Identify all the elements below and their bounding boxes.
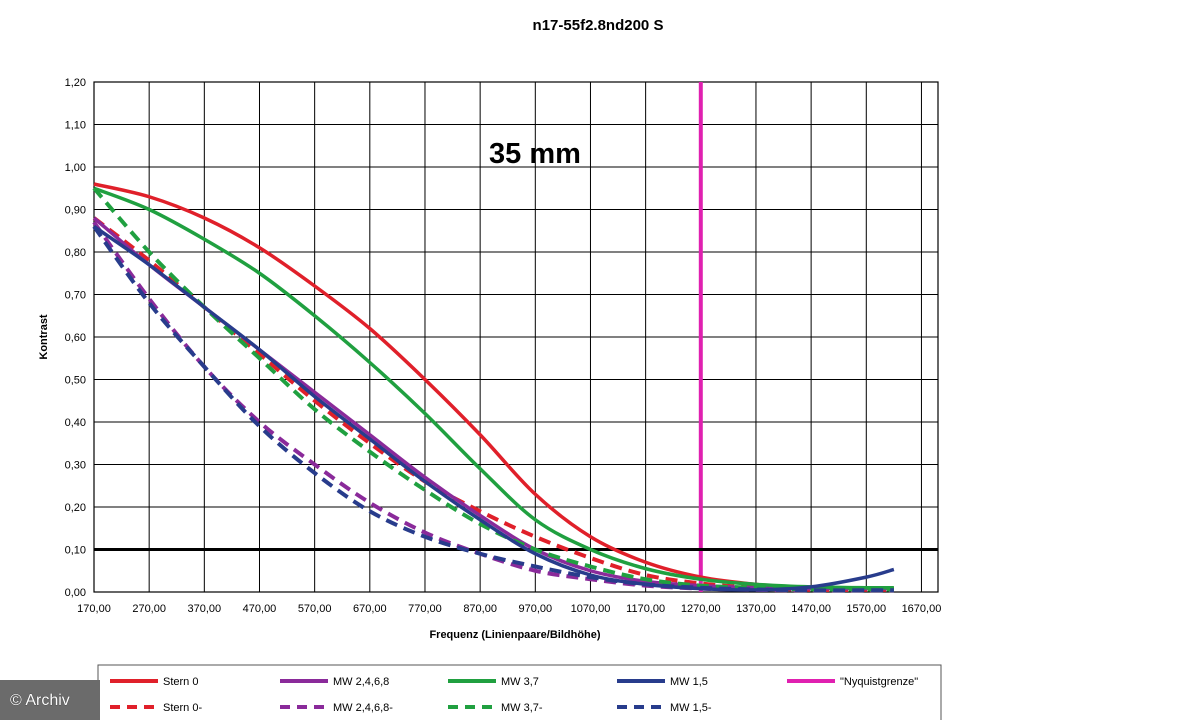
y-tick-label: 0,90 (65, 205, 86, 217)
x-tick-label: 670,00 (353, 603, 387, 615)
legend-label: MW 2,4,6,8- (333, 702, 393, 714)
x-tick-label: 370,00 (187, 603, 221, 615)
legend-label: MW 2,4,6,8 (333, 676, 389, 688)
series-line-mw-1-5 (93, 225, 895, 592)
legend-label: MW 3,7- (501, 702, 543, 714)
y-tick-label: 0,40 (65, 417, 86, 429)
x-tick-label: 1070,00 (571, 603, 611, 615)
watermark-background (0, 680, 100, 720)
x-tick-label: 1270,00 (681, 603, 721, 615)
y-tick-label: 1,10 (65, 120, 86, 132)
y-tick-label: 0,70 (65, 290, 86, 302)
x-tick-label: 770,00 (408, 603, 442, 615)
y-tick-label: 0,00 (65, 587, 86, 599)
x-tick-label: 570,00 (298, 603, 332, 615)
x-tick-label: 270,00 (132, 603, 166, 615)
x-tick-label: 970,00 (518, 603, 552, 615)
x-tick-label: 870,00 (463, 603, 497, 615)
legend-label: MW 3,7 (501, 676, 539, 688)
legend-label: MW 1,5 (670, 676, 708, 688)
x-tick-label: 1470,00 (791, 603, 831, 615)
legend-label: Stern 0 (163, 676, 198, 688)
legend-label: MW 1,5- (670, 702, 712, 714)
y-tick-label: 0,30 (65, 460, 86, 472)
x-tick-label: 1670,00 (902, 603, 942, 615)
y-tick-label: 0,10 (65, 545, 86, 557)
legend: Stern 0 MW 2,4,6,8 MW 3,7 MW 1,5 "Nyquistgre… (97, 664, 942, 720)
y-tick-label: 0,60 (65, 332, 86, 344)
x-tick-label: 1570,00 (846, 603, 886, 615)
x-tick-label: 1170,00 (626, 603, 665, 615)
watermark-text: © Archiv (10, 692, 70, 709)
legend-label: "Nyquistgrenze" (840, 676, 918, 688)
x-tick-label: 470,00 (243, 603, 277, 615)
series-line-mw-1-5-dashed (92, 225, 894, 593)
plot-area: 170,00 270,00 370,00 470,00 570,00 670,00 770,… (65, 77, 942, 615)
x-axis-label: Frequenz (Linienpaare/Bildhöhe) (429, 629, 600, 641)
series-line-mw-3-7 (93, 186, 894, 590)
focal-length-annotation: 35 mm (489, 138, 581, 170)
x-tick-label: 170,00 (77, 603, 111, 615)
x-tick-label: 1370,00 (736, 603, 776, 615)
y-tick-label: 0,20 (65, 502, 86, 514)
y-axis-label: Kontrast (38, 314, 50, 360)
y-tick-label: 1,20 (65, 77, 86, 89)
y-tick-label: 0,50 (65, 375, 86, 387)
legend-label: Stern 0- (163, 702, 202, 714)
legend-box (97, 664, 942, 720)
y-tick-label: 1,00 (65, 162, 86, 174)
y-tick-label: 0,80 (65, 247, 86, 259)
chart-title: n17-55f2.8nd200 S (533, 17, 664, 34)
